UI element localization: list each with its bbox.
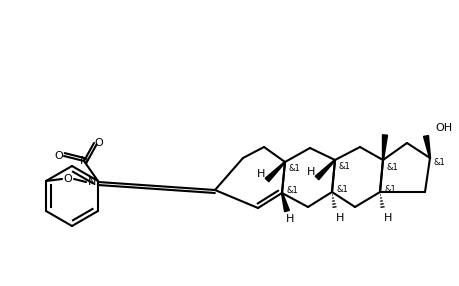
Text: H: H bbox=[335, 213, 343, 223]
Text: &1: &1 bbox=[433, 158, 445, 168]
Text: H: H bbox=[256, 169, 264, 179]
Text: H: H bbox=[306, 167, 314, 177]
Text: H: H bbox=[285, 214, 294, 224]
Polygon shape bbox=[265, 162, 285, 182]
Text: N: N bbox=[79, 156, 88, 166]
Polygon shape bbox=[423, 136, 430, 158]
Polygon shape bbox=[382, 135, 386, 160]
Text: O: O bbox=[95, 138, 103, 148]
Text: N: N bbox=[88, 177, 96, 187]
Text: &1: &1 bbox=[384, 186, 396, 194]
Polygon shape bbox=[281, 193, 289, 212]
Text: O: O bbox=[55, 151, 63, 161]
Text: &1: &1 bbox=[336, 186, 348, 194]
Text: &1: &1 bbox=[338, 162, 350, 172]
Text: O: O bbox=[63, 174, 72, 184]
Text: &1: &1 bbox=[286, 186, 298, 196]
Text: OH: OH bbox=[434, 123, 451, 133]
Text: &1: &1 bbox=[288, 164, 300, 174]
Text: H: H bbox=[383, 213, 392, 223]
Polygon shape bbox=[314, 160, 335, 180]
Text: &1: &1 bbox=[386, 164, 398, 172]
